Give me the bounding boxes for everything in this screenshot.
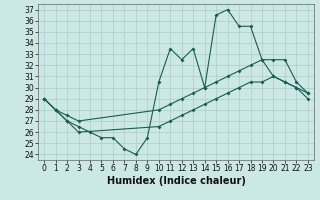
X-axis label: Humidex (Indice chaleur): Humidex (Indice chaleur) <box>107 176 245 186</box>
